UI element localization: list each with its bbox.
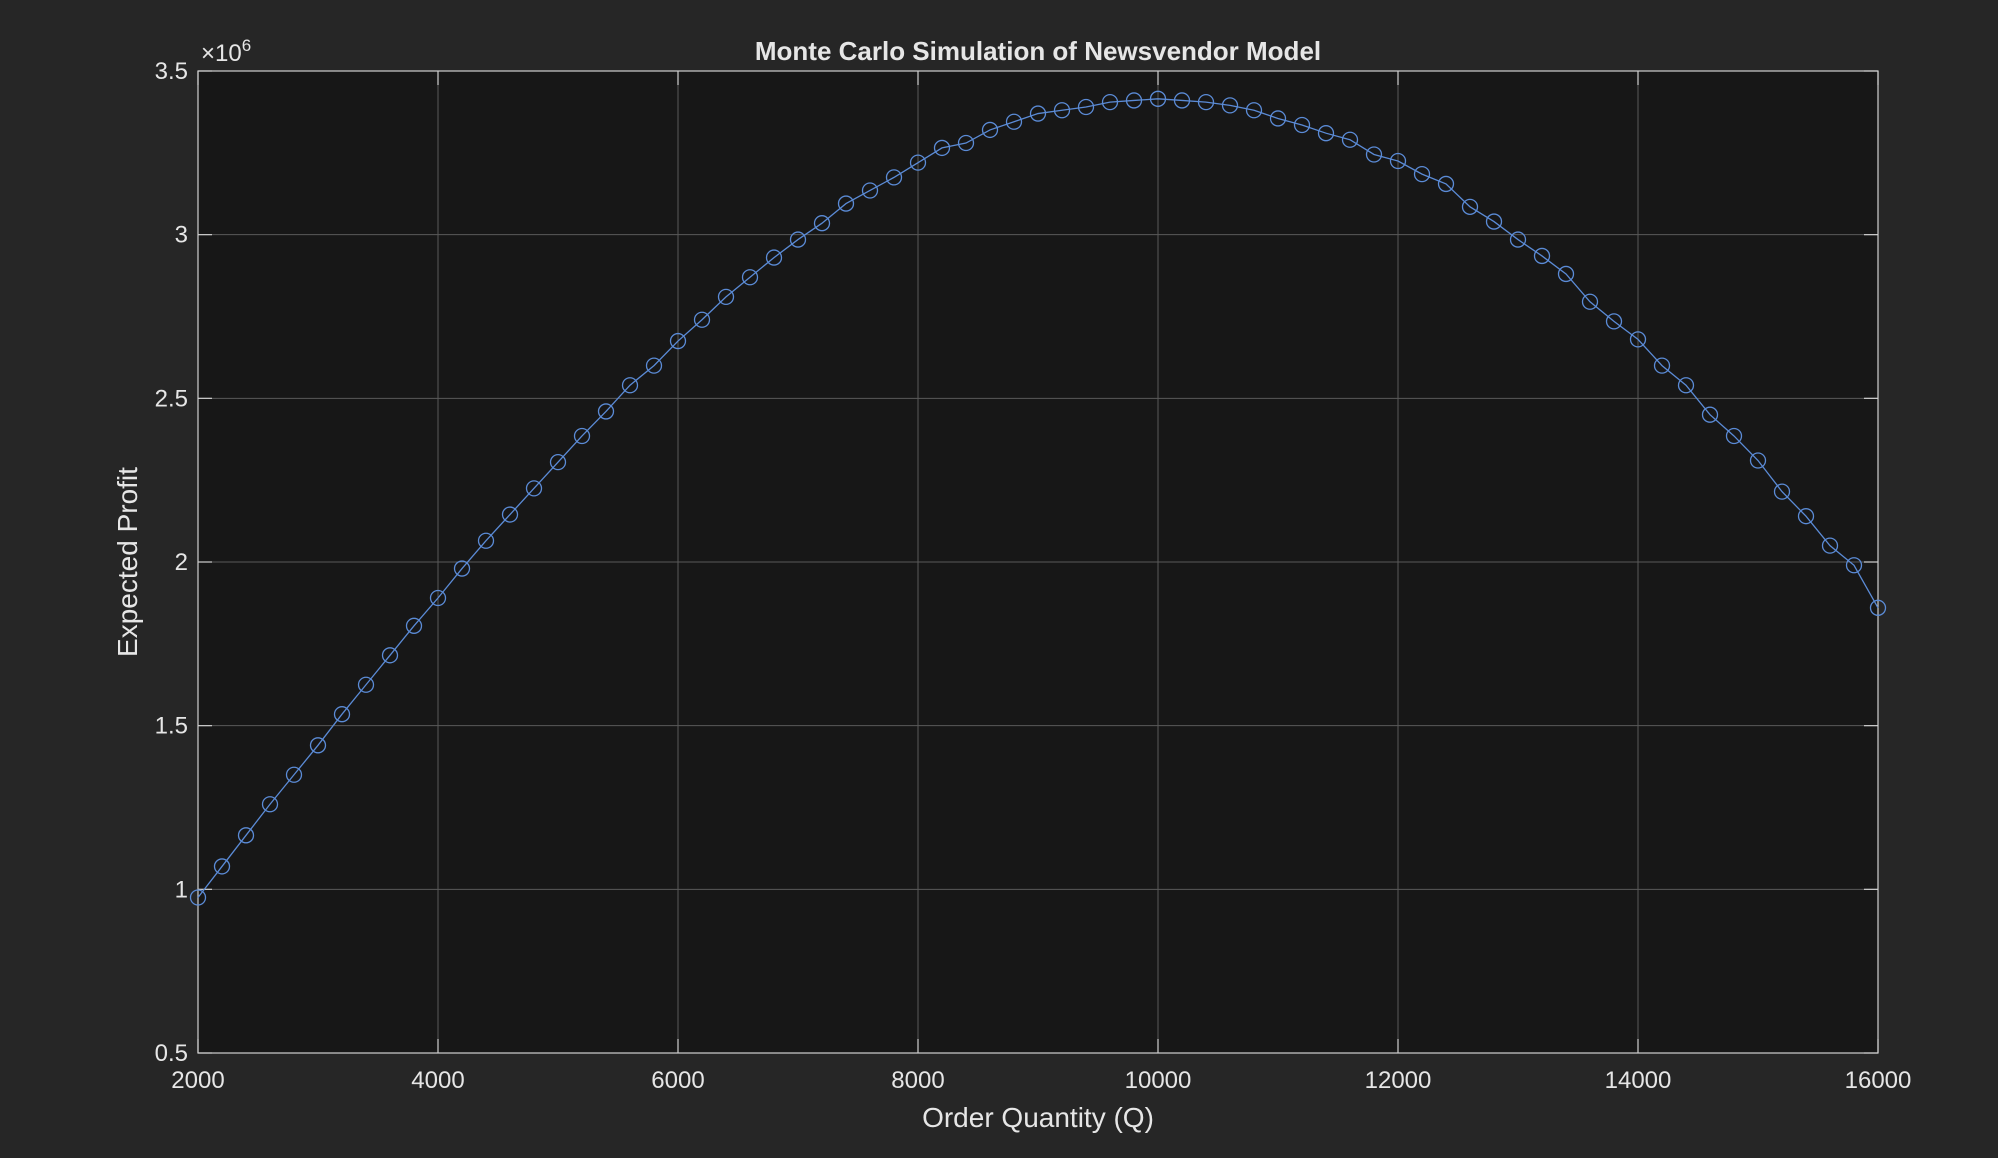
data-point-marker	[1221, 97, 1239, 114]
x-axis-label: Order Quantity (Q)	[922, 1102, 1154, 1133]
data-point-marker	[1125, 92, 1143, 109]
data-point-marker	[1821, 537, 1839, 554]
data-point-marker	[1269, 110, 1287, 127]
data-point-marker	[813, 215, 831, 232]
data-point-marker	[1149, 90, 1167, 107]
data-point-marker	[1413, 165, 1431, 183]
x-tick-label: 4000	[411, 1067, 464, 1094]
x-tick-label: 10000	[1125, 1067, 1192, 1094]
data-point-marker	[1701, 406, 1719, 423]
data-point-marker	[237, 827, 255, 844]
data-point-marker	[549, 454, 567, 471]
data-point-marker	[1869, 599, 1887, 616]
data-point-marker	[645, 357, 663, 374]
y-tick-label: 3	[175, 222, 188, 249]
chart-title: Monte Carlo Simulation of Newsvendor Mod…	[755, 36, 1321, 66]
data-point-marker	[1773, 483, 1791, 500]
data-point-marker	[333, 706, 351, 723]
data-point-marker	[501, 506, 519, 523]
data-point-marker	[861, 182, 879, 199]
data-point-marker	[669, 332, 687, 350]
data-point-marker	[1101, 93, 1119, 111]
x-tick-label: 8000	[891, 1067, 944, 1094]
y-tick-label: 2	[175, 549, 188, 576]
data-point-marker	[1053, 102, 1071, 119]
data-point-marker	[741, 269, 759, 286]
y-axis-label: Expected Profit	[112, 467, 143, 657]
data-point-marker	[885, 169, 903, 186]
data-point-marker	[1653, 357, 1671, 374]
y-axis-exponent-base: ×10	[201, 40, 242, 67]
y-tick-label: 3.5	[155, 58, 188, 85]
y-tick-label: 1.5	[155, 713, 188, 740]
data-point-marker	[1557, 265, 1575, 283]
data-point-marker	[1461, 198, 1479, 215]
y-axis-exponent-power: 6	[242, 36, 251, 55]
data-point-marker	[573, 427, 591, 445]
data-point-marker	[1581, 293, 1599, 310]
data-point-marker	[1485, 213, 1503, 230]
data-point-marker	[453, 560, 471, 577]
data-point-marker	[933, 139, 951, 157]
y-tick-label: 1	[175, 876, 188, 903]
x-tick-label: 12000	[1365, 1067, 1432, 1094]
data-point-marker	[1605, 313, 1623, 330]
data-point-marker	[1029, 105, 1047, 122]
data-point-marker	[1749, 452, 1767, 469]
data-point-marker	[1389, 152, 1407, 170]
data-point-marker	[525, 480, 543, 497]
data-point-marker	[213, 858, 231, 875]
data-point-marker	[621, 377, 639, 394]
data-series	[189, 90, 1887, 906]
data-point-marker	[765, 249, 783, 266]
x-tick-label: 16000	[1845, 1067, 1912, 1094]
data-point-marker	[1365, 146, 1383, 163]
x-tick-label: 6000	[651, 1067, 704, 1094]
y-tick-labels: 0.5 1 1.5 2 2.5 3 3.5	[155, 58, 188, 1067]
data-point-marker	[1077, 98, 1095, 116]
data-point-marker	[1005, 113, 1023, 130]
data-point-marker	[1293, 116, 1311, 134]
data-point-marker	[717, 288, 735, 306]
series-line	[197, 98, 1879, 898]
data-point-marker	[285, 766, 303, 783]
data-point-marker	[1197, 93, 1215, 111]
data-point-marker	[1509, 231, 1527, 248]
data-point-marker	[597, 403, 615, 420]
data-point-marker	[429, 589, 447, 607]
data-point-marker	[477, 532, 495, 549]
data-point-marker	[693, 311, 711, 328]
data-point-marker	[1317, 125, 1335, 142]
data-point-marker	[957, 134, 975, 152]
data-point-marker	[1437, 175, 1455, 193]
data-point-marker	[789, 231, 807, 248]
data-point-marker	[1629, 331, 1647, 348]
data-point-marker	[1533, 247, 1551, 265]
data-point-marker	[1725, 427, 1743, 445]
data-point-marker	[1797, 508, 1815, 525]
x-tick-label: 14000	[1605, 1067, 1672, 1094]
data-point-marker	[1845, 557, 1863, 574]
data-point-marker	[381, 647, 399, 664]
data-point-marker	[1341, 131, 1359, 148]
x-tick-labels: 2000 4000 6000 8000 10000 12000 14000 16000	[171, 1067, 1911, 1094]
data-point-marker	[357, 676, 375, 693]
y-tick-label: 2.5	[155, 385, 188, 412]
data-point-marker	[837, 195, 855, 212]
y-axis-exponent: ×106	[201, 36, 251, 67]
axis-ticks	[197, 70, 1879, 1054]
data-point-marker	[981, 121, 999, 139]
data-point-marker	[405, 617, 423, 634]
y-tick-label: 0.5	[155, 1040, 188, 1067]
x-tick-label: 2000	[171, 1067, 224, 1094]
data-point-marker	[309, 737, 327, 754]
data-point-marker	[261, 796, 279, 813]
data-point-marker	[1173, 92, 1191, 109]
data-point-marker	[189, 889, 207, 906]
data-point-marker	[1677, 377, 1695, 394]
data-point-marker	[909, 154, 927, 171]
data-point-marker	[1245, 102, 1263, 119]
